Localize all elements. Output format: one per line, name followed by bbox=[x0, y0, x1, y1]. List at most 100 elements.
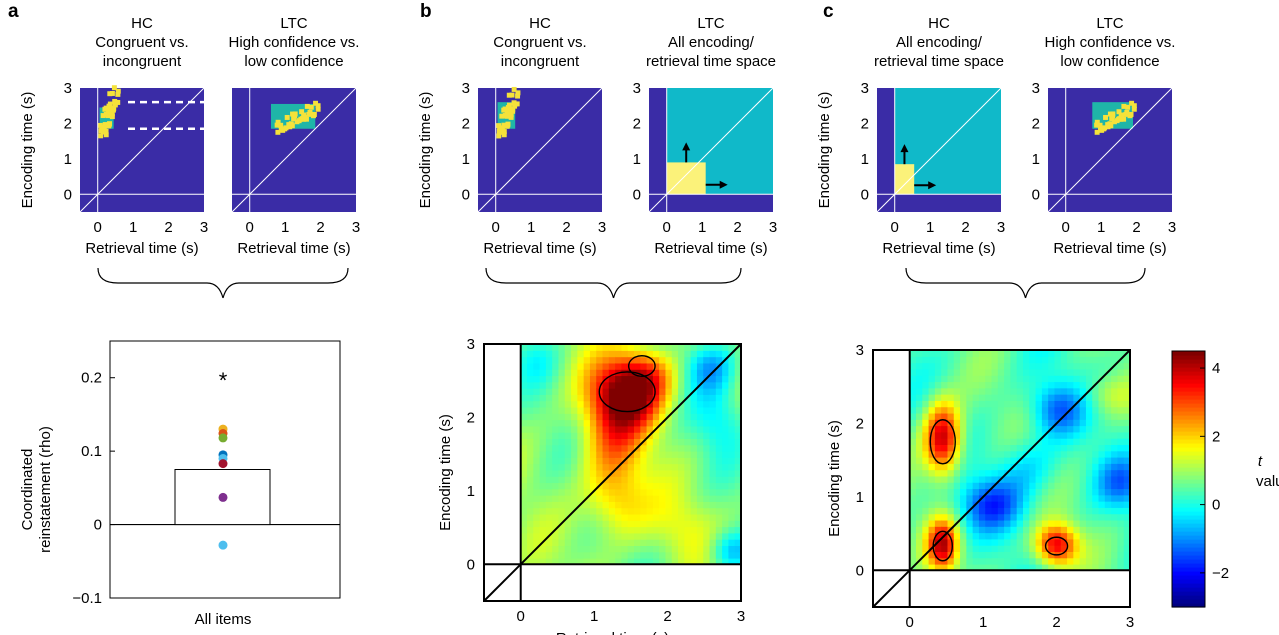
heatmap-b-cell bbox=[709, 539, 717, 547]
heatmap-b-cell bbox=[621, 444, 629, 452]
heatmap-c-cell bbox=[1060, 532, 1068, 540]
panel-b-right-xtick: 1 bbox=[698, 219, 706, 236]
heatmap-b-cell bbox=[690, 344, 698, 351]
heatmap-c-cell bbox=[1104, 526, 1112, 534]
heatmap-c-cell bbox=[1023, 501, 1030, 508]
heatmap-b-cell bbox=[652, 495, 660, 502]
heatmap-c-cell bbox=[991, 557, 999, 565]
heatmap-c-cell bbox=[934, 526, 942, 534]
heatmap-b-cell bbox=[640, 513, 648, 521]
panel-c-right-significant-pixel bbox=[1121, 103, 1127, 109]
heatmap-c-cell bbox=[1048, 551, 1056, 559]
heatmap-c-cell bbox=[1023, 519, 1030, 527]
heatmap-b-cell bbox=[589, 425, 597, 433]
heatmap-c-cell bbox=[941, 507, 949, 515]
heatmap-c-cell bbox=[1111, 444, 1119, 452]
heatmap-b-cell bbox=[602, 406, 610, 414]
heatmap-b-cell bbox=[533, 444, 541, 452]
heatmap-c-cell bbox=[928, 488, 936, 496]
heatmap-c-cell bbox=[1085, 488, 1093, 496]
heatmap-b-cell bbox=[652, 381, 660, 389]
heatmap-c-cell bbox=[1016, 507, 1024, 515]
heatmap-b-cell bbox=[596, 356, 604, 364]
panel-b-right-arrow-up-head bbox=[682, 142, 691, 151]
heatmap-b-cell bbox=[696, 438, 704, 446]
heatmap-c-cell bbox=[991, 400, 999, 408]
heatmap-c-cell bbox=[1041, 513, 1049, 521]
heatmap-c-cell bbox=[1098, 488, 1106, 496]
heatmap-c-cell bbox=[947, 488, 955, 496]
heatmap-b-cell bbox=[703, 400, 711, 408]
heatmap-c-cell bbox=[1016, 545, 1024, 553]
heatmap-b-cell bbox=[640, 482, 648, 490]
heatmap-c-cell bbox=[972, 431, 980, 439]
heatmap-b-cell bbox=[652, 438, 660, 446]
heatmap-b-cell bbox=[533, 432, 541, 440]
heatmap-b-cell bbox=[671, 432, 679, 440]
heatmap-c-cell bbox=[1092, 482, 1100, 490]
heatmap-b-cell bbox=[564, 545, 572, 553]
heatmap-b-cell bbox=[722, 369, 730, 377]
heatmap-c-cell bbox=[1041, 519, 1049, 527]
heatmap-b-cell bbox=[627, 444, 635, 452]
heatmap-c-cell bbox=[928, 444, 936, 452]
heatmap-c-cell bbox=[1029, 362, 1037, 370]
heatmap-b-cell bbox=[552, 520, 560, 528]
heatmap-c-cell bbox=[953, 425, 961, 433]
heatmap-c-cell bbox=[1104, 406, 1112, 414]
heatmap-c-cell bbox=[1092, 475, 1100, 483]
heatmap-b-cell bbox=[545, 375, 553, 383]
heatmap-c-cell bbox=[991, 375, 999, 383]
heatmap-c-cell bbox=[1098, 538, 1106, 546]
colorbar bbox=[1171, 350, 1206, 608]
heatmap-c-cell bbox=[953, 438, 961, 446]
panel-a-left-significant-pixel bbox=[113, 100, 118, 106]
panel-c-left-xlabel: Retrieval time (s) bbox=[882, 240, 995, 257]
heatmap-c-cell bbox=[909, 375, 917, 383]
heatmap-b-cell bbox=[709, 381, 717, 389]
heatmap-c-cell bbox=[934, 463, 942, 471]
heatmap-b-cell bbox=[659, 557, 667, 565]
heatmap-c-cell bbox=[1016, 350, 1024, 357]
heatmap-b-cell bbox=[640, 362, 648, 370]
heatmap-c-cell bbox=[966, 538, 974, 546]
panel-b-right-xtick: 0 bbox=[663, 219, 671, 236]
heatmap-b-cell bbox=[533, 381, 541, 389]
heatmap-c-cell bbox=[991, 406, 999, 414]
heatmap-c-cell bbox=[1092, 412, 1100, 420]
heatmap-b-cell bbox=[722, 520, 730, 528]
heatmap-c-cell bbox=[1010, 475, 1018, 483]
heatmap-b-cell bbox=[690, 551, 698, 559]
heatmap-c-cell bbox=[909, 350, 917, 357]
heatmap-b-cell bbox=[634, 450, 641, 458]
heatmap-b-cell bbox=[545, 369, 553, 377]
heatmap-c-cell bbox=[934, 406, 942, 414]
heatmap-c-cell bbox=[1092, 400, 1100, 408]
heatmap-c-cell bbox=[966, 419, 974, 427]
heatmap-b-cell bbox=[583, 507, 591, 515]
heatmap-c-cell bbox=[1117, 545, 1125, 553]
heatmap-b-cell bbox=[615, 425, 623, 433]
heatmap-c-cell bbox=[1085, 545, 1093, 553]
heatmap-c-cell bbox=[985, 513, 993, 521]
heatmap-b-cell bbox=[564, 520, 572, 528]
panel-a-left-title-line2: incongruent bbox=[103, 53, 182, 70]
heatmap-c-cell bbox=[1073, 419, 1081, 427]
heatmap-b-cell bbox=[627, 513, 635, 521]
panel-a-right-significant-pixel bbox=[290, 111, 296, 117]
heatmap-c-cell bbox=[1104, 362, 1112, 370]
heatmap-c-cell bbox=[947, 350, 955, 357]
heatmap-c-cell bbox=[1073, 513, 1081, 521]
panel-a-right-significant-pixel bbox=[308, 104, 314, 110]
heatmap-c-cell bbox=[953, 356, 961, 364]
heatmap-b-cell bbox=[545, 463, 553, 471]
heatmap-b-cell bbox=[646, 539, 654, 547]
heatmap-c-cell bbox=[985, 425, 993, 433]
heatmap-b-cell bbox=[564, 526, 572, 534]
heatmap-c-cell bbox=[953, 513, 961, 521]
heatmap-b-cell bbox=[608, 539, 616, 547]
heatmap-c-cell bbox=[997, 538, 1005, 546]
heatmap-c-cell bbox=[978, 538, 986, 546]
heatmap-c-cell bbox=[1041, 488, 1049, 496]
panel-a-left-significant-pixel bbox=[106, 122, 112, 128]
